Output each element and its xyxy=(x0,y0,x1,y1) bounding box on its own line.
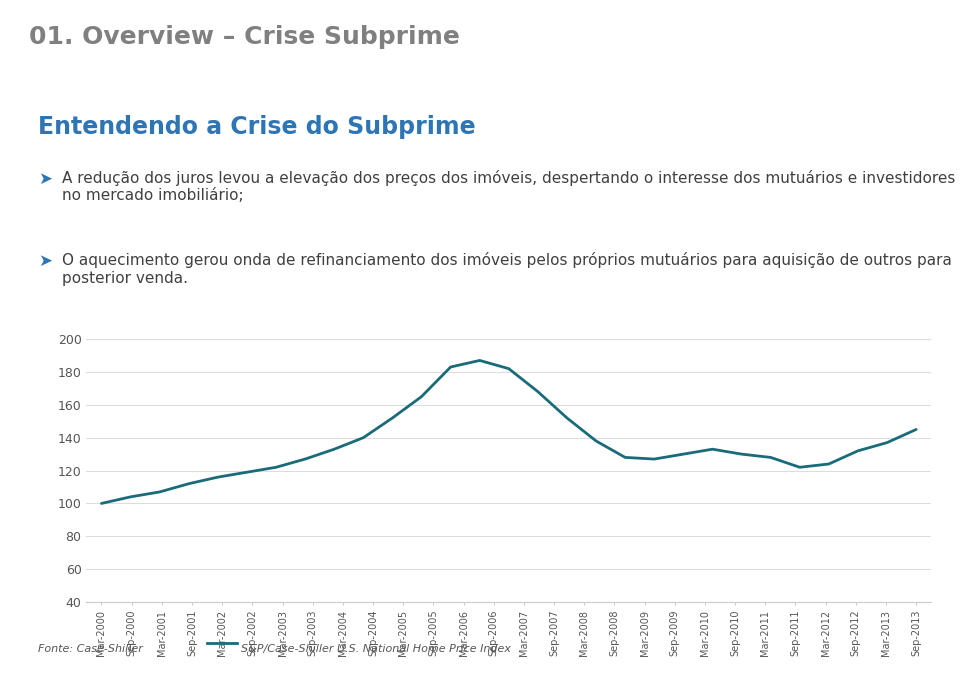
Text: Entendendo a Crise do Subprime: Entendendo a Crise do Subprime xyxy=(38,115,476,139)
Text: S&P/Case-Shiller U.S. National Home Price Index: S&P/Case-Shiller U.S. National Home Pric… xyxy=(242,644,512,654)
Text: A redução dos juros levou a elevação dos preços dos imóveis, despertando o inter: A redução dos juros levou a elevação dos… xyxy=(62,170,956,203)
Text: 01. Overview – Crise Subprime: 01. Overview – Crise Subprime xyxy=(29,26,460,49)
Text: ➤: ➤ xyxy=(38,170,52,188)
Text: ➤: ➤ xyxy=(38,252,52,270)
Text: Fonte: Case-Shiller: Fonte: Case-Shiller xyxy=(38,644,143,654)
Text: O aquecimento gerou onda de refinanciamento dos imóveis pelos próprios mutuários: O aquecimento gerou onda de refinanciame… xyxy=(62,252,952,286)
